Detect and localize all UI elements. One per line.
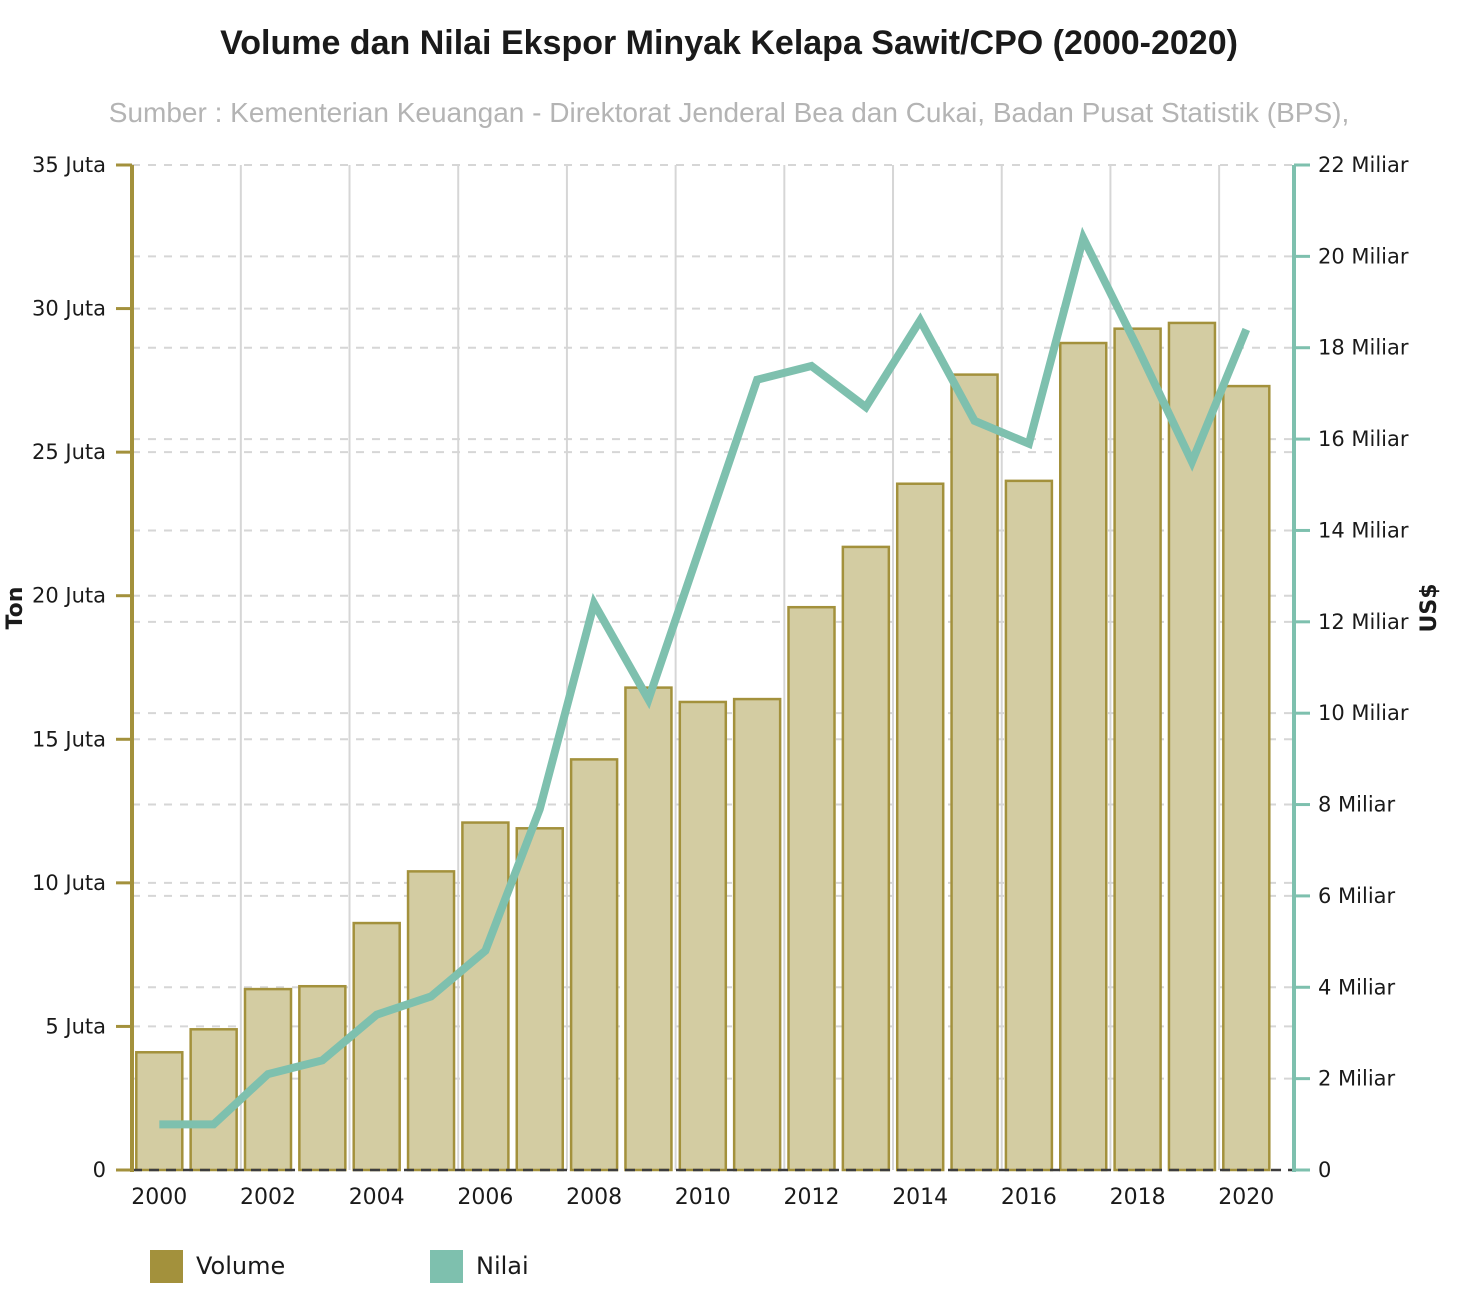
right-tick-label: 4 Miliar	[1318, 975, 1396, 999]
right-tick-label: 2 Miliar	[1318, 1067, 1396, 1091]
right-tick-label: 16 Miliar	[1318, 427, 1409, 451]
volume-bar-2008[interactable]	[569, 758, 619, 1172]
legend-label-volume: Volume	[196, 1252, 286, 1280]
left-tick-label: 10 Juta	[32, 871, 106, 895]
left-tick-label: 5 Juta	[45, 1014, 106, 1038]
volume-bar-2004[interactable]	[352, 921, 401, 1172]
volume-bar-2018[interactable]	[1113, 327, 1162, 1172]
left-tick-label: 35 Juta	[32, 153, 106, 177]
left-axis-title: Ton	[3, 587, 28, 630]
right-tick-label: 10 Miliar	[1318, 701, 1409, 725]
nilai-line[interactable]	[159, 226, 1251, 1129]
volume-bar-2005[interactable]	[406, 870, 456, 1172]
x-tick-label: 2004	[349, 1185, 405, 1210]
chart-subtitle: Sumber : Kementerian Keuangan - Direktor…	[108, 97, 1350, 128]
x-tick-label: 2010	[675, 1185, 731, 1210]
x-tick-label: 2014	[892, 1185, 948, 1210]
volume-bar-2003[interactable]	[298, 984, 347, 1172]
volume-bar-2011[interactable]	[732, 697, 782, 1172]
volume-bar-2002[interactable]	[243, 987, 293, 1172]
x-tick-label: 2008	[566, 1185, 622, 1210]
right-tick-label: 18 Miliar	[1318, 336, 1409, 360]
right-tick-label: 0	[1318, 1158, 1331, 1182]
legend-label-nilai: Nilai	[476, 1252, 529, 1280]
left-tick-label: 0	[93, 1158, 106, 1182]
volume-bar-2019[interactable]	[1167, 321, 1217, 1172]
legend-swatch-volume	[150, 1249, 183, 1283]
x-tick-label: 2000	[131, 1185, 187, 1210]
volume-bar-2013[interactable]	[841, 545, 891, 1172]
volume-bar-2020[interactable]	[1222, 384, 1271, 1172]
right-axis-title: US$	[1417, 583, 1442, 632]
left-tick-label: 25 Juta	[32, 440, 106, 464]
right-tick-label: 14 Miliar	[1318, 518, 1409, 542]
legend-item-nilai[interactable]: Nilai	[430, 1248, 529, 1284]
right-tick-label: 6 Miliar	[1318, 884, 1396, 908]
legend-item-volume[interactable]: Volume	[150, 1248, 285, 1284]
volume-bar-2001[interactable]	[189, 1028, 238, 1172]
x-tick-label: 2016	[1001, 1185, 1057, 1210]
left-tick-label: 30 Juta	[32, 297, 106, 321]
volume-bar-2010[interactable]	[678, 700, 728, 1172]
volume-bar-2000[interactable]	[135, 1051, 184, 1172]
x-tick-label: 2002	[240, 1185, 296, 1210]
right-tick-label: 20 Miliar	[1318, 244, 1409, 268]
volume-bar-2009[interactable]	[624, 686, 673, 1172]
chart-legend: Volume Nilai	[0, 1248, 1458, 1288]
left-tick-label: 20 Juta	[32, 584, 106, 608]
x-tick-label: 2012	[784, 1185, 840, 1210]
left-tick-label: 15 Juta	[32, 727, 106, 751]
volume-bar-2016[interactable]	[1004, 479, 1054, 1172]
x-tick-label: 2020	[1218, 1185, 1274, 1210]
x-tick-label: 2006	[457, 1185, 513, 1210]
chart-title: Volume dan Nilai Ekspor Minyak Kelapa Sa…	[220, 24, 1238, 62]
right-tick-label: 8 Miliar	[1318, 793, 1396, 817]
right-tick-label: 12 Miliar	[1318, 610, 1409, 634]
volume-bar-2012[interactable]	[787, 605, 836, 1172]
volume-bar-2014[interactable]	[895, 482, 945, 1172]
volume-bar-2015[interactable]	[950, 373, 999, 1172]
volume-bar-2017[interactable]	[1059, 341, 1108, 1172]
volume-bar-2006[interactable]	[461, 821, 510, 1172]
x-tick-label: 2018	[1110, 1185, 1166, 1210]
right-tick-label: 22 Miliar	[1318, 153, 1409, 177]
volume-bar-2007[interactable]	[515, 827, 564, 1172]
legend-swatch-nilai	[430, 1249, 463, 1283]
